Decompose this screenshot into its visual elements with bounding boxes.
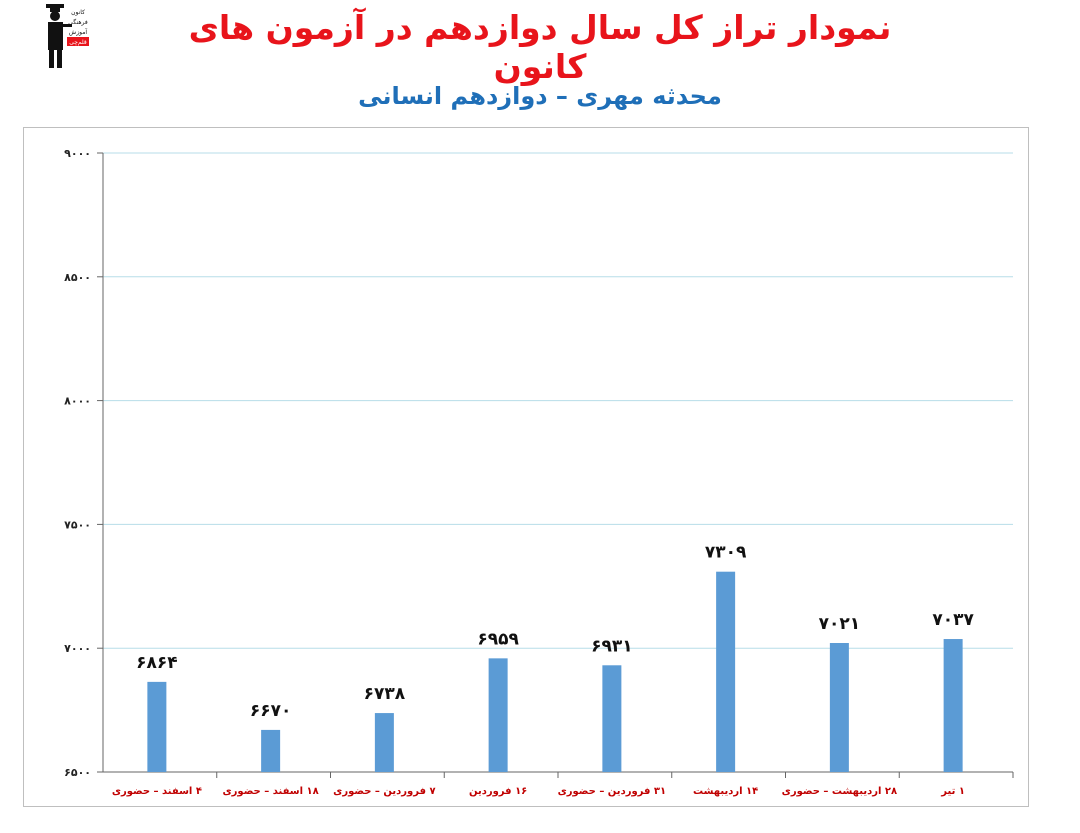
bar (943, 639, 963, 772)
y-tick-label: ۷۵۰۰ (64, 518, 91, 531)
data-label: ۷۰۲۱ (819, 614, 861, 634)
chart-subtitle: محدثه مهری – دوازدهم انسانی (358, 82, 722, 110)
logo-text-line: آموزش (69, 27, 88, 36)
data-label: ۶۷۳۸ (364, 684, 406, 704)
bar (147, 681, 167, 772)
x-tick-label: ۴ اسفند – حضوری (112, 786, 202, 797)
x-tick-label: ۱۶ فروردین (469, 786, 527, 797)
x-tick-label: ۳۱ فروردین – حضوری (558, 786, 667, 797)
y-tick-label: ۸۰۰۰ (64, 395, 91, 408)
logo-text-line: فرهنگی (68, 18, 88, 26)
bar (602, 665, 622, 772)
bar (716, 571, 736, 772)
x-tick-label: ۱۸ اسفند – حضوری (223, 786, 319, 797)
chart-title: نمودار تراز کل سال دوازدهم در آزمون های … (188, 8, 892, 86)
bar (488, 658, 508, 772)
x-tick-label: ۲۸ اردیبهشت – حضوری (782, 786, 897, 797)
data-label: ۶۶۷۰ (250, 701, 292, 721)
data-label: ۶۹۳۱ (591, 636, 633, 656)
logo-text-line: قلم‌چی (69, 39, 87, 46)
graduate-figure-icon: کانون فرهنگی آموزش قلم‌چی (46, 4, 89, 68)
y-tick-label: ۸۵۰۰ (64, 271, 91, 284)
x-tick-label: ۱۴ اردیبهشت (693, 786, 758, 797)
y-tick-label: ۹۰۰۰ (64, 147, 91, 160)
bar (829, 643, 849, 772)
bar (261, 729, 281, 772)
x-tick-label: ۷ فروردین – حضوری (333, 786, 435, 797)
y-tick-label: ۶۵۰۰ (64, 766, 91, 779)
data-label: ۷۰۳۷ (932, 610, 974, 630)
logo-text-line: کانون (71, 9, 85, 16)
y-tick-label: ۷۰۰۰ (64, 642, 91, 655)
logo: کانون فرهنگی آموزش قلم‌چی (40, 4, 96, 70)
data-label: ۶۹۵۹ (477, 629, 519, 649)
x-tick-label: ۱ تیر (940, 786, 965, 797)
data-label: ۶۸۶۴ (136, 653, 178, 673)
data-label: ۷۳۰۹ (705, 543, 747, 563)
bar (374, 713, 394, 772)
chart-area (23, 127, 1029, 807)
